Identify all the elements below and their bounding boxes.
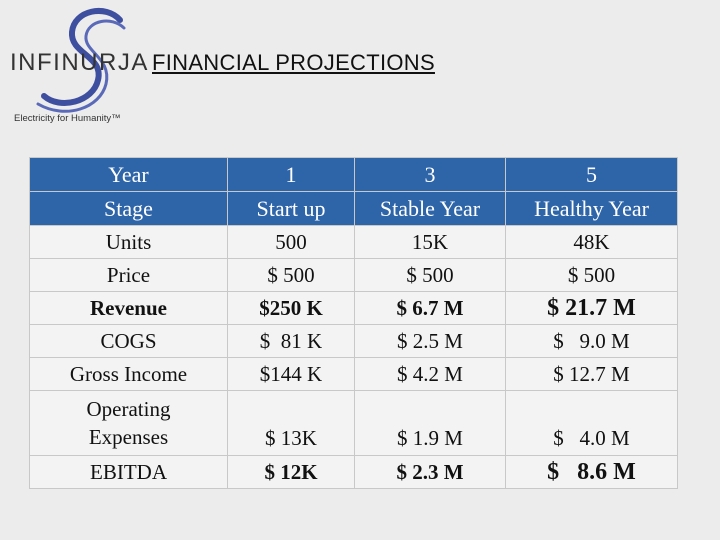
cell-stage-5: Healthy Year — [505, 191, 678, 226]
cell-price-1: $ 500 — [227, 258, 355, 292]
cell-revenue-3: $ 6.7 M — [354, 291, 506, 325]
row-label-ebitda: EBITDA — [29, 455, 228, 489]
cell-ebitda-5: $ 8.6 M — [505, 455, 678, 489]
table-row-year: Year 1 3 5 — [29, 157, 678, 192]
cell-ebitda-1: $ 12K — [227, 455, 355, 489]
cell-year-1: 1 — [227, 157, 355, 192]
table-row-ebitda: EBITDA $ 12K $ 2.3 M $ 8.6 M — [29, 455, 678, 489]
cell-stage-3: Stable Year — [354, 191, 506, 226]
cell-price-3: $ 500 — [354, 258, 506, 292]
row-label-gross-income: Gross Income — [29, 357, 228, 391]
cell-revenue-5: $ 21.7 M — [505, 291, 678, 325]
infinurja-logo: INFINURJA Electricity for Humanity™ — [8, 6, 158, 126]
row-label-year: Year — [29, 157, 228, 192]
cell-opex-3: $ 1.9 M — [354, 390, 506, 456]
cell-units-3: 15K — [354, 225, 506, 259]
cell-units-5: 48K — [505, 225, 678, 259]
row-label-operating-expenses: Operating Expenses — [29, 390, 228, 456]
table-row-price: Price $ 500 $ 500 $ 500 — [29, 258, 678, 292]
row-label-revenue: Revenue — [29, 291, 228, 325]
table-row-operating-expenses: Operating Expenses $ 13K $ 1.9 M $ 4.0 M — [29, 390, 678, 456]
row-label-price: Price — [29, 258, 228, 292]
row-label-stage: Stage — [29, 191, 228, 226]
cell-units-1: 500 — [227, 225, 355, 259]
table-row-revenue: Revenue $250 K $ 6.7 M $ 21.7 M — [29, 291, 678, 325]
financial-projections-table: Year 1 3 5 Stage Start up Stable Year He… — [29, 157, 678, 489]
cell-ebitda-3: $ 2.3 M — [354, 455, 506, 489]
cell-cogs-3: $ 2.5 M — [354, 324, 506, 358]
logo-tagline: Electricity for Humanity™ — [14, 113, 121, 124]
cell-cogs-1: $ 81 K — [227, 324, 355, 358]
cell-opex-5: $ 4.0 M — [505, 390, 678, 456]
cell-year-3: 3 — [354, 157, 506, 192]
cell-price-5: $ 500 — [505, 258, 678, 292]
cell-cogs-5: $ 9.0 M — [505, 324, 678, 358]
cell-stage-1: Start up — [227, 191, 355, 226]
logo-wordmark: INFINURJA — [10, 49, 149, 76]
table-row-gross-income: Gross Income $144 K $ 4.2 M $ 12.7 M — [29, 357, 678, 391]
row-label-units: Units — [29, 225, 228, 259]
table-row-stage: Stage Start up Stable Year Healthy Year — [29, 191, 678, 226]
cell-year-5: 5 — [505, 157, 678, 192]
cell-revenue-1: $250 K — [227, 291, 355, 325]
cell-opex-1: $ 13K — [227, 390, 355, 456]
page-title: FINANCIAL PROJECTIONS — [152, 50, 435, 75]
table-row-units: Units 500 15K 48K — [29, 225, 678, 259]
cell-gross-5: $ 12.7 M — [505, 357, 678, 391]
cell-gross-3: $ 4.2 M — [354, 357, 506, 391]
row-label-cogs: COGS — [29, 324, 228, 358]
table-row-cogs: COGS $ 81 K $ 2.5 M $ 9.0 M — [29, 324, 678, 358]
cell-gross-1: $144 K — [227, 357, 355, 391]
logo-swirl-icon: INFINURJA Electricity for Humanity™ — [10, 8, 149, 124]
